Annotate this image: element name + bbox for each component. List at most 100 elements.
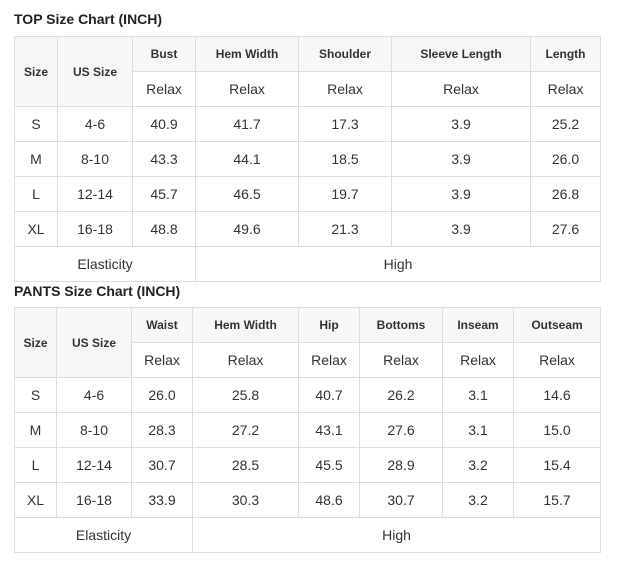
measurement-cell: 18.5 [298, 141, 392, 177]
fit-cell: Relax [131, 342, 193, 378]
size-cell: XL [14, 211, 58, 247]
measurement-cell: 3.2 [442, 447, 514, 483]
size-cell: S [14, 106, 58, 142]
measurement-cell: 3.2 [442, 482, 514, 518]
elasticity-value: High [195, 246, 601, 282]
measurement-cell: 25.2 [530, 106, 601, 142]
column-header: Hem Width [192, 307, 299, 343]
measurement-cell: 45.7 [132, 176, 196, 212]
measurement-cell: 17.3 [298, 106, 392, 142]
measurement-cell: 21.3 [298, 211, 392, 247]
measurement-cell: 27.6 [359, 412, 443, 448]
size-cell: M [14, 141, 58, 177]
column-header: Shoulder [298, 36, 392, 72]
measurement-cell: 3.1 [442, 412, 514, 448]
measurement-cell: 44.1 [195, 141, 299, 177]
measurement-cell: 30.3 [192, 482, 299, 518]
column-header: Hip [298, 307, 360, 343]
elasticity-row: Elasticity High [14, 246, 601, 282]
table-row: L 12-14 45.7 46.5 19.7 3.9 26.8 [14, 176, 601, 212]
measurement-cell: 3.9 [391, 211, 531, 247]
fit-cell: Relax [513, 342, 601, 378]
measurement-cell: 28.3 [131, 412, 193, 448]
measurement-cell: 3.9 [391, 141, 531, 177]
elasticity-row: Elasticity High [14, 517, 601, 553]
size-cell: L [14, 176, 58, 212]
column-header: Hem Width [195, 36, 299, 72]
fit-cell: Relax [442, 342, 514, 378]
table-row: S 4-6 40.9 41.7 17.3 3.9 25.2 [14, 106, 601, 142]
measurement-cell: 49.6 [195, 211, 299, 247]
column-header: Bottoms [359, 307, 443, 343]
table-row: M 8-10 28.3 27.2 43.1 27.6 3.1 15.0 [14, 412, 601, 448]
measurement-cell: 27.6 [530, 211, 601, 247]
measurement-cell: 15.7 [513, 482, 601, 518]
measurement-cell: 25.8 [192, 377, 299, 413]
measurement-cell: 30.7 [359, 482, 443, 518]
fit-cell: Relax [132, 71, 196, 107]
measurement-cell: 46.5 [195, 176, 299, 212]
us-size-cell: 4-6 [57, 106, 133, 142]
measurement-cell: 43.3 [132, 141, 196, 177]
us-size-cell: 12-14 [57, 176, 133, 212]
us-size-cell: 12-14 [56, 447, 132, 483]
measurement-cell: 3.9 [391, 106, 531, 142]
measurement-cell: 3.9 [391, 176, 531, 212]
fit-cell: Relax [195, 71, 299, 107]
column-header: Bust [132, 36, 196, 72]
measurement-cell: 40.7 [298, 377, 360, 413]
table-row: L 12-14 30.7 28.5 45.5 28.9 3.2 15.4 [14, 447, 601, 483]
measurement-cell: 26.8 [530, 176, 601, 212]
top-chart-title: TOP Size Chart (INCH) [14, 11, 163, 27]
us-size-cell: 16-18 [57, 211, 133, 247]
fit-cell: Relax [298, 342, 360, 378]
fit-cell: Relax [298, 71, 392, 107]
measurement-cell: 41.7 [195, 106, 299, 142]
measurement-cell: 26.0 [131, 377, 193, 413]
table-row: XL 16-18 48.8 49.6 21.3 3.9 27.6 [14, 211, 601, 247]
measurement-cell: 14.6 [513, 377, 601, 413]
measurement-cell: 26.0 [530, 141, 601, 177]
us-size-header: US Size [57, 36, 133, 107]
fit-row: Relax Relax Relax Relax Relax [15, 71, 601, 107]
elasticity-value: High [192, 517, 601, 553]
size-cell: L [14, 447, 57, 483]
us-size-cell: 16-18 [56, 482, 132, 518]
pants-chart-title: PANTS Size Chart (INCH) [14, 283, 181, 299]
pants-size-table: Size US Size Waist Hem Width Hip Bottoms Insea… [14, 307, 601, 553]
measurement-cell: 15.0 [513, 412, 601, 448]
measurement-cell: 45.5 [298, 447, 360, 483]
measurement-cell: 48.8 [132, 211, 196, 247]
size-header: Size [14, 36, 58, 107]
us-size-cell: 8-10 [56, 412, 132, 448]
us-size-cell: 8-10 [57, 141, 133, 177]
table-row: S 4-6 26.0 25.8 40.7 26.2 3.1 14.6 [14, 377, 601, 413]
measurement-cell: 40.9 [132, 106, 196, 142]
table-row: XL 16-18 33.9 30.3 48.6 30.7 3.2 15.7 [14, 482, 601, 518]
size-cell: M [14, 412, 57, 448]
elasticity-label: Elasticity [14, 246, 196, 282]
column-header: Waist [131, 307, 193, 343]
fit-cell: Relax [391, 71, 531, 107]
top-size-table: Size US Size Bust Hem Width Shoulder Sleeve L… [14, 36, 601, 282]
measurement-cell: 48.6 [298, 482, 360, 518]
size-cell: S [14, 377, 57, 413]
measurement-cell: 28.9 [359, 447, 443, 483]
measurement-cell: 19.7 [298, 176, 392, 212]
table-row: M 8-10 43.3 44.1 18.5 3.9 26.0 [14, 141, 601, 177]
column-header: Length [530, 36, 601, 72]
column-header: Inseam [442, 307, 514, 343]
size-cell: XL [14, 482, 57, 518]
measurement-cell: 15.4 [513, 447, 601, 483]
fit-cell: Relax [359, 342, 443, 378]
measurement-cell: 28.5 [192, 447, 299, 483]
fit-cell: Relax [530, 71, 601, 107]
elasticity-label: Elasticity [14, 517, 193, 553]
size-header: Size [14, 307, 57, 378]
header-row: Size US Size Bust Hem Width Shoulder Sleeve L… [14, 36, 601, 107]
column-header: Sleeve Length [391, 36, 531, 72]
measurement-cell: 26.2 [359, 377, 443, 413]
column-header: Outseam [513, 307, 601, 343]
measurement-cell: 3.1 [442, 377, 514, 413]
us-size-cell: 4-6 [56, 377, 132, 413]
